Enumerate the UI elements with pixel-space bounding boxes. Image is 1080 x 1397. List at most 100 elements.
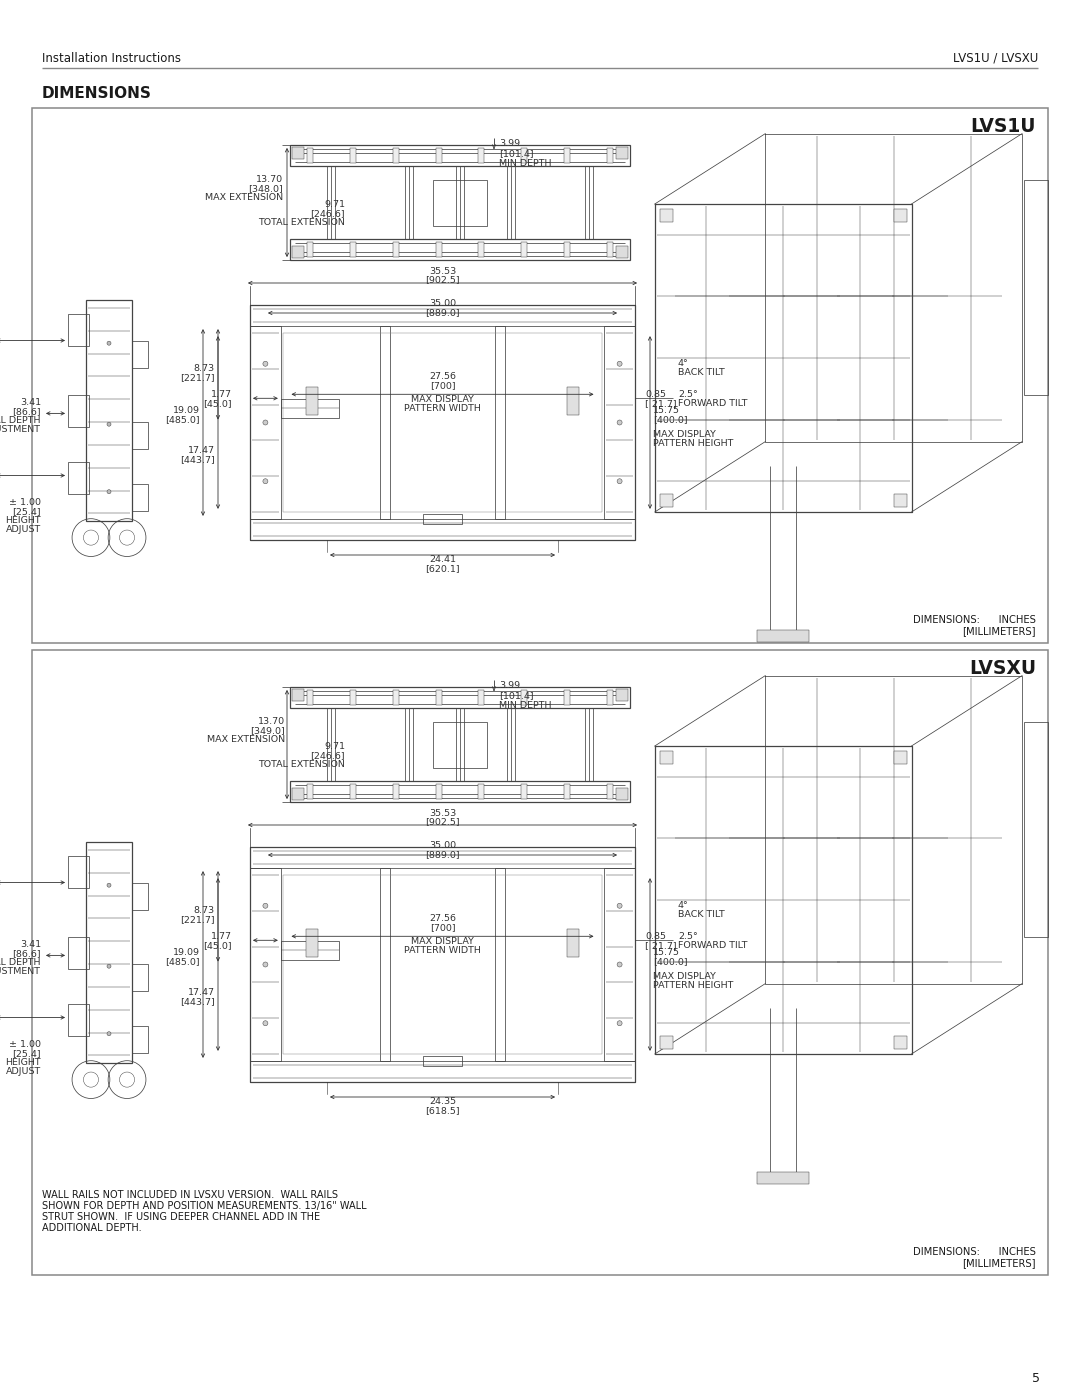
Bar — [393, 148, 399, 162]
Text: 5: 5 — [1032, 1372, 1040, 1384]
Circle shape — [107, 964, 111, 968]
Circle shape — [617, 904, 622, 908]
Bar — [757, 1172, 809, 1185]
Bar — [68, 462, 89, 495]
Bar — [249, 305, 635, 541]
Bar — [307, 784, 313, 799]
Bar — [522, 148, 527, 162]
Circle shape — [107, 1032, 111, 1035]
Text: 15.75: 15.75 — [653, 949, 680, 957]
Bar — [350, 784, 355, 799]
Bar — [405, 166, 413, 239]
Bar — [32, 108, 1048, 643]
Bar — [68, 855, 89, 888]
Bar — [350, 690, 355, 704]
Bar — [478, 242, 485, 257]
Circle shape — [262, 1021, 268, 1025]
Text: 4°: 4° — [678, 359, 689, 369]
Text: [443.7]: [443.7] — [180, 455, 215, 464]
Text: PATTERN WIDTH: PATTERN WIDTH — [404, 404, 481, 412]
Bar — [132, 883, 148, 909]
Text: 4°: 4° — [678, 901, 689, 911]
Bar — [281, 942, 338, 960]
Text: 19.09: 19.09 — [173, 407, 200, 415]
Bar — [249, 305, 635, 326]
Bar — [249, 847, 635, 868]
Text: ± 1.00: ± 1.00 — [9, 1039, 41, 1049]
Text: 0.85: 0.85 — [645, 932, 666, 940]
Text: SHOWN FOR DEPTH AND POSITION MEASUREMENTS. 13/16" WALL: SHOWN FOR DEPTH AND POSITION MEASUREMENT… — [42, 1201, 366, 1211]
Text: ± 1.00: ± 1.00 — [9, 497, 41, 507]
Bar — [607, 148, 613, 162]
Text: 9.71: 9.71 — [324, 200, 345, 210]
Bar — [616, 689, 627, 701]
Text: 13.70: 13.70 — [258, 717, 285, 726]
Text: [45.0]: [45.0] — [203, 398, 232, 408]
Bar — [522, 784, 527, 799]
Text: [ 21.7]: [ 21.7] — [645, 398, 677, 408]
Bar — [496, 326, 505, 518]
Text: MAX DISPLAY: MAX DISPLAY — [653, 430, 716, 439]
Text: [25.4]: [25.4] — [12, 1049, 41, 1058]
Text: 27.56: 27.56 — [429, 372, 456, 381]
Bar — [292, 788, 303, 800]
Bar — [291, 687, 630, 708]
Bar — [435, 242, 442, 257]
Bar — [292, 689, 303, 701]
Circle shape — [617, 963, 622, 967]
Bar — [281, 400, 338, 418]
Text: [45.0]: [45.0] — [203, 940, 232, 950]
Text: [349.0]: [349.0] — [251, 726, 285, 735]
Text: [485.0]: [485.0] — [165, 957, 200, 967]
Bar — [350, 242, 355, 257]
Text: [MILLIMETERS]: [MILLIMETERS] — [962, 626, 1036, 636]
Bar — [1024, 180, 1048, 395]
Bar — [393, 784, 399, 799]
Bar — [249, 518, 635, 541]
Bar — [660, 495, 673, 507]
Text: 35.53: 35.53 — [429, 809, 456, 817]
Text: [348.0]: [348.0] — [248, 184, 283, 193]
Bar — [478, 690, 485, 704]
Bar — [306, 929, 318, 957]
Text: [101.4]: [101.4] — [499, 692, 534, 700]
Text: 24.41: 24.41 — [429, 556, 456, 564]
Bar — [306, 387, 318, 415]
Text: 3.41: 3.41 — [19, 940, 41, 949]
Bar — [433, 721, 487, 767]
Text: 35.00: 35.00 — [429, 841, 456, 851]
Text: [400.0]: [400.0] — [653, 415, 688, 425]
Text: 0.85: 0.85 — [645, 390, 666, 398]
Bar — [249, 1060, 635, 1083]
Text: [25.4]: [25.4] — [12, 507, 41, 515]
Bar — [757, 630, 809, 643]
Text: [221.7]: [221.7] — [180, 915, 215, 923]
Text: MIN DEPTH: MIN DEPTH — [499, 701, 552, 711]
Bar — [327, 708, 335, 781]
Text: TOTAL DEPTH: TOTAL DEPTH — [0, 416, 41, 425]
Bar — [393, 690, 399, 704]
Text: 2.5°: 2.5° — [678, 390, 698, 398]
Circle shape — [107, 422, 111, 426]
Bar — [307, 242, 313, 257]
Bar — [585, 166, 593, 239]
Bar — [433, 179, 487, 225]
Text: 8.73: 8.73 — [194, 905, 215, 915]
Text: 17.47: 17.47 — [188, 446, 215, 455]
Text: DIMENSIONS: DIMENSIONS — [42, 85, 152, 101]
Circle shape — [262, 362, 268, 366]
Bar — [456, 166, 464, 239]
Bar — [423, 514, 462, 524]
Bar — [604, 326, 635, 518]
Bar — [307, 148, 313, 162]
Text: LVS1U: LVS1U — [971, 116, 1036, 136]
Bar — [564, 784, 570, 799]
Bar — [616, 246, 627, 258]
Bar — [660, 210, 673, 222]
Bar — [68, 313, 89, 346]
Bar — [660, 752, 673, 764]
Bar — [893, 752, 906, 764]
Text: 15.75: 15.75 — [653, 407, 680, 415]
Text: ADJUST: ADJUST — [5, 1067, 41, 1076]
Bar — [380, 326, 390, 518]
